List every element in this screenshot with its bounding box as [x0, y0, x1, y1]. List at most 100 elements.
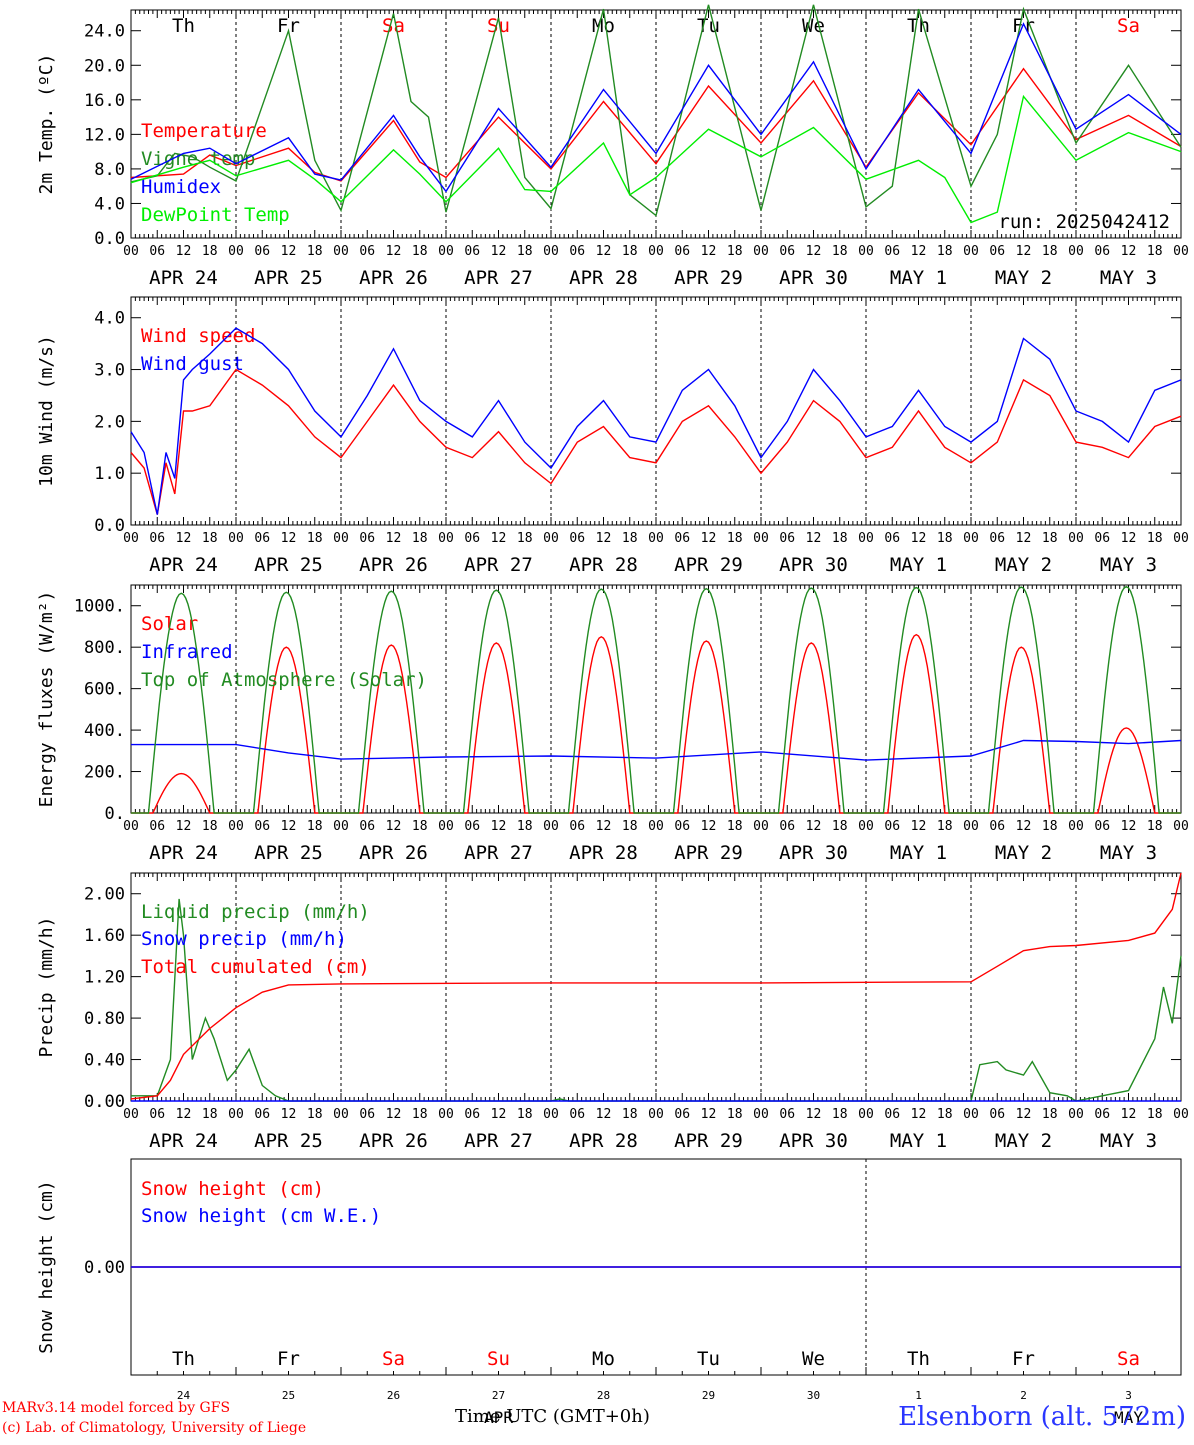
- hour-tick-label: 18: [412, 819, 428, 834]
- hour-tick-label: 00: [753, 819, 769, 834]
- hour-tick-label: 12: [281, 244, 297, 259]
- hour-tick-label: 00: [753, 1107, 769, 1122]
- date-label: MAY 3: [1100, 842, 1157, 864]
- hour-tick-label: 18: [307, 1107, 323, 1122]
- date-label: APR 25: [254, 842, 323, 864]
- month-label: APR: [484, 1408, 513, 1427]
- hour-tick-label: 06: [569, 531, 585, 546]
- date-label: APR 28: [569, 1130, 638, 1152]
- hour-tick-label: 00: [123, 1107, 139, 1122]
- series-line-infrared: [131, 739, 1182, 761]
- hour-tick-label: 12: [1016, 244, 1032, 259]
- date-label: APR 27: [464, 554, 533, 576]
- day-number-label: 27: [492, 1389, 505, 1402]
- weekday-label: Fr: [1012, 15, 1035, 37]
- hour-tick-label: 06: [884, 819, 900, 834]
- panel-3: 00 06 12 18 APR 24 00 06 12 18 APR 25 00 06 12 18 APR …: [36, 584, 1189, 864]
- y-tick-label: 1.60: [84, 926, 125, 946]
- hour-tick-label: 18: [832, 244, 848, 259]
- hour-tick-label: 12: [1016, 819, 1032, 834]
- date-label: APR 24: [149, 1130, 218, 1152]
- hour-tick-label: 00: [963, 244, 979, 259]
- hour-tick-label: 12: [491, 244, 507, 259]
- hour-tick-label: 06: [779, 531, 795, 546]
- legend-entry: Snow height (cm W.E.): [141, 1205, 381, 1227]
- hour-tick-label: 06: [254, 1107, 270, 1122]
- lab-credit: (c) Lab. of Climatology, University of L…: [2, 1420, 307, 1436]
- hour-tick-label: 00: [228, 531, 244, 546]
- hour-tick-label: 18: [622, 1107, 638, 1122]
- weekday-label: Mo: [592, 15, 615, 37]
- date-label: MAY 1: [890, 1130, 947, 1152]
- hour-tick-label: 06: [464, 819, 480, 834]
- legend-entry: Humidex: [141, 176, 221, 198]
- day-number-label: 3: [1125, 1389, 1132, 1402]
- hour-tick-label: 06: [884, 531, 900, 546]
- date-label: MAY 2: [995, 842, 1052, 864]
- hour-tick-label: 00: [228, 244, 244, 259]
- day-number-label: 26: [387, 1389, 400, 1402]
- hour-tick-label: 00: [1173, 1107, 1189, 1122]
- y-tick-label: 16.0: [84, 91, 125, 111]
- weekday-label: Sa: [1117, 1348, 1140, 1370]
- hour-tick-label: 00: [1173, 244, 1189, 259]
- panel-5: 24 25 26 27 28 29 30 1 2 3 APR MAY 0.00 Snow height (…: [36, 1158, 1182, 1427]
- hour-tick-label: 06: [359, 244, 375, 259]
- run-annotation: run: 2025042412: [998, 211, 1170, 233]
- hour-tick-label: 18: [937, 1107, 953, 1122]
- hour-tick-label: 06: [149, 244, 165, 259]
- hour-tick-label: 00: [648, 1107, 664, 1122]
- hour-tick-label: 12: [596, 1107, 612, 1122]
- date-label: APR 30: [779, 842, 848, 864]
- date-label: MAY 3: [1100, 1130, 1157, 1152]
- hour-tick-label: 06: [569, 1107, 585, 1122]
- hour-tick-label: 12: [701, 531, 717, 546]
- hour-tick-label: 18: [832, 531, 848, 546]
- hour-tick-label: 00: [228, 819, 244, 834]
- hour-tick-label: 00: [333, 531, 349, 546]
- hour-tick-label: 18: [1147, 531, 1163, 546]
- hour-tick-label: 18: [412, 244, 428, 259]
- hour-tick-label: 06: [989, 531, 1005, 546]
- date-label: APR 28: [569, 267, 638, 289]
- y-tick-label: 1.0: [94, 464, 125, 484]
- series-line-dewpoint-temp: [130, 94, 1182, 224]
- hour-tick-label: 18: [307, 531, 323, 546]
- hour-tick-label: 18: [937, 531, 953, 546]
- legend-entry: Total cumulated (cm): [141, 956, 370, 978]
- hour-tick-label: 00: [543, 819, 559, 834]
- hour-tick-label: 18: [727, 819, 743, 834]
- hour-tick-label: 00: [438, 531, 454, 546]
- hour-tick-label: 06: [359, 531, 375, 546]
- hour-tick-label: 18: [937, 819, 953, 834]
- weekday-label: Su: [487, 1348, 510, 1370]
- weekday-label: Fr: [1012, 1348, 1035, 1370]
- y-axis-label: Energy fluxes (W/m²): [36, 591, 57, 808]
- hour-tick-label: 06: [674, 1107, 690, 1122]
- hour-tick-label: 00: [858, 1107, 874, 1122]
- y-tick-label: 1.20: [84, 968, 125, 988]
- hour-tick-label: 00: [963, 819, 979, 834]
- weekday-label: Tu: [697, 15, 720, 37]
- y-tick-label: 200.: [84, 763, 125, 783]
- hour-tick-label: 12: [281, 531, 297, 546]
- hour-tick-label: 18: [202, 819, 218, 834]
- hour-tick-label: 12: [491, 1107, 507, 1122]
- date-label: APR 29: [674, 842, 743, 864]
- hour-tick-label: 00: [1068, 1107, 1084, 1122]
- y-tick-label: 0.00: [84, 1092, 125, 1112]
- hour-tick-label: 18: [1147, 1107, 1163, 1122]
- hour-tick-label: 00: [753, 244, 769, 259]
- date-label: APR 27: [464, 1130, 533, 1152]
- hour-tick-label: 18: [307, 819, 323, 834]
- hour-tick-label: 06: [149, 1107, 165, 1122]
- day-number-label: 24: [177, 1389, 191, 1402]
- series-line-humidex: [130, 22, 1182, 193]
- date-label: APR 24: [149, 554, 218, 576]
- legend-entry: Wind speed: [141, 325, 255, 347]
- series-line-vigne-temp: [130, 4, 1182, 217]
- y-tick-label: 0.0: [94, 229, 125, 249]
- hour-tick-label: 06: [464, 244, 480, 259]
- date-label: APR 29: [674, 267, 743, 289]
- date-label: MAY 2: [995, 554, 1052, 576]
